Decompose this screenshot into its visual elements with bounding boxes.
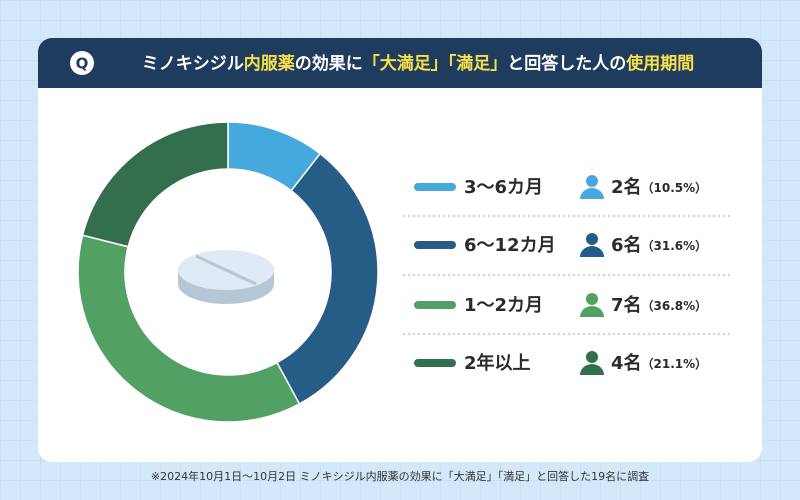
donut-slice: [77, 234, 301, 423]
person-icon-body: [580, 364, 604, 375]
person-icon-body: [580, 188, 604, 199]
person-icon-head: [586, 233, 598, 245]
person-icon-head: [586, 351, 598, 363]
count-label: 6名（31.6%）: [611, 234, 707, 256]
pill: [178, 250, 274, 304]
q-icon-label: Q: [76, 55, 89, 73]
footnote: ※2024年10月1日〜10月2日 ミノキシジル内服薬の効果に「大満足」「満足」…: [151, 469, 649, 483]
count-percent: （21.1%）: [642, 356, 708, 371]
count-percent: （31.6%）: [642, 238, 708, 253]
q-icon: [70, 51, 94, 75]
person-icon-body: [580, 246, 604, 257]
title: ミノキシジル内服薬の効果に「大満足」「満足」と回答した人の使用期間: [142, 53, 695, 74]
person-icon-head: [586, 293, 598, 305]
legend-label: 3〜6カ月: [464, 177, 543, 198]
title-segment: と回答した人の: [507, 53, 626, 74]
title-segment: の効果に: [295, 53, 363, 74]
legend-label: 6〜12カ月: [464, 235, 556, 256]
title-segment: 使用期間: [625, 53, 694, 74]
title-segment: ミノキシジル: [142, 54, 244, 74]
count-percent: （36.8%）: [642, 298, 708, 313]
count-value: 4名: [611, 352, 642, 374]
count-label: 7名（36.8%）: [611, 294, 707, 316]
donut-slice: [81, 121, 229, 248]
person-icon-head: [586, 175, 598, 187]
donut-slice: [276, 152, 379, 405]
count-value: 7名: [611, 294, 642, 316]
count-label: 2名（10.5%）: [611, 176, 707, 198]
person-icon-body: [580, 306, 604, 317]
header-bar: [38, 38, 762, 88]
count-value: 6名: [611, 234, 642, 256]
count-label: 4名（21.1%）: [611, 352, 707, 374]
title-segment: 内服薬: [244, 53, 295, 74]
legend-label: 1〜2カ月: [464, 295, 543, 316]
count-percent: （10.5%）: [642, 180, 708, 195]
count-value: 2名: [611, 176, 642, 198]
title-segment: 「大満足」「満足」: [363, 53, 508, 74]
legend-label: 2年以上: [464, 352, 531, 374]
